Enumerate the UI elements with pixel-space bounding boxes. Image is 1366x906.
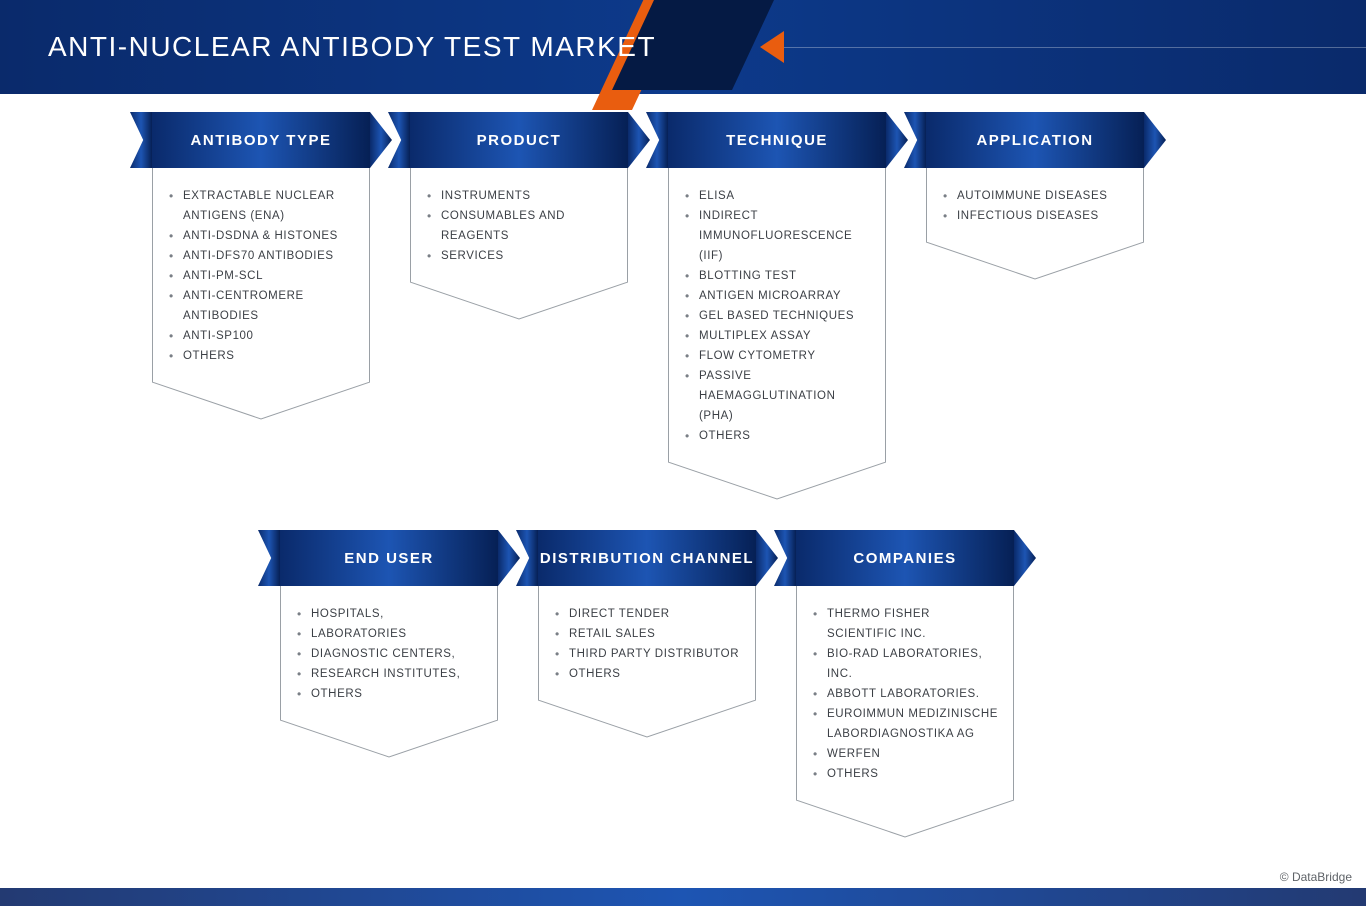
category-title: END USER [344, 550, 434, 567]
category-ribbon: TECHNIQUE [668, 112, 886, 168]
card-tail-chevron [538, 700, 756, 738]
header-line [784, 47, 1366, 48]
list-item: THERMO FISHER SCIENTIFIC INC. [811, 604, 999, 644]
card-tail-chevron [280, 720, 498, 758]
category-card: ANTIBODY TYPE EXTRACTABLE NUCLEAR ANTIGEN… [152, 112, 370, 420]
category-list: DIRECT TENDERRETAIL SALESTHIRD PARTY DIS… [553, 604, 741, 684]
list-item: WERFEN [811, 744, 999, 764]
footer-copyright: © DataBridge [1280, 870, 1352, 884]
list-item: ANTIGEN MICROARRAY [683, 286, 871, 306]
list-item: THIRD PARTY DISTRIBUTOR [553, 644, 741, 664]
list-item: PASSIVE HAEMAGGLUTINATION (PHA) [683, 366, 871, 426]
list-item: ANTI-DSDNA & HISTONES [167, 226, 355, 246]
list-item: INDIRECT IMMUNOFLUORESCENCE (IIF) [683, 206, 871, 266]
category-title: COMPANIES [853, 550, 956, 567]
category-title: DISTRIBUTION CHANNEL [540, 550, 754, 567]
list-item: RESEARCH INSTITUTES, [295, 664, 483, 684]
card-tail-chevron [796, 800, 1014, 838]
arrow-left-icon [760, 31, 784, 63]
category-body: THERMO FISHER SCIENTIFIC INC.BIO-RAD LAB… [796, 586, 1014, 800]
category-body: ELISAINDIRECT IMMUNOFLUORESCENCE (IIF)BL… [668, 168, 886, 462]
category-list: HOSPITALS,LABORATORIESDIAGNOSTIC CENTERS… [295, 604, 483, 704]
category-title: ANTIBODY TYPE [191, 132, 332, 149]
list-item: INFECTIOUS DISEASES [941, 206, 1129, 226]
row-bottom: END USER HOSPITALS,LABORATORIESDIAGNOSTIC… [280, 530, 1366, 838]
category-card: APPLICATION AUTOIMMUNE DISEASESINFECTIOUS… [926, 112, 1144, 280]
category-card: DISTRIBUTION CHANNEL DIRECT TENDERRETAIL … [538, 530, 756, 738]
category-list: AUTOIMMUNE DISEASESINFECTIOUS DISEASES [941, 186, 1129, 226]
list-item: EXTRACTABLE NUCLEAR ANTIGENS (ENA) [167, 186, 355, 226]
bottom-strip [0, 888, 1366, 906]
category-ribbon: DISTRIBUTION CHANNEL [538, 530, 756, 586]
list-item: MULTIPLEX ASSAY [683, 326, 871, 346]
list-item: AUTOIMMUNE DISEASES [941, 186, 1129, 206]
list-item: BLOTTING TEST [683, 266, 871, 286]
category-card: COMPANIES THERMO FISHER SCIENTIFIC INC.BI… [796, 530, 1014, 838]
category-list: EXTRACTABLE NUCLEAR ANTIGENS (ENA)ANTI-D… [167, 186, 355, 366]
list-item: ANTI-SP100 [167, 326, 355, 346]
category-list: THERMO FISHER SCIENTIFIC INC.BIO-RAD LAB… [811, 604, 999, 784]
list-item: EUROIMMUN MEDIZINISCHE LABORDIAGNOSTIKA … [811, 704, 999, 744]
category-ribbon: END USER [280, 530, 498, 586]
category-list: ELISAINDIRECT IMMUNOFLUORESCENCE (IIF)BL… [683, 186, 871, 446]
card-tail-chevron [668, 462, 886, 500]
category-card: PRODUCT INSTRUMENTSCONSUMABLES AND REAGEN… [410, 112, 628, 320]
list-item: BIO-RAD LABORATORIES, INC. [811, 644, 999, 684]
list-item: HOSPITALS, [295, 604, 483, 624]
list-item: RETAIL SALES [553, 624, 741, 644]
list-item: ANTI-DFS70 ANTIBODIES [167, 246, 355, 266]
card-tail-chevron [410, 282, 628, 320]
list-item: LABORATORIES [295, 624, 483, 644]
category-ribbon: ANTIBODY TYPE [152, 112, 370, 168]
list-item: OTHERS [295, 684, 483, 704]
card-tail-chevron [152, 382, 370, 420]
category-body: AUTOIMMUNE DISEASESINFECTIOUS DISEASES [926, 168, 1144, 242]
category-title: APPLICATION [976, 132, 1093, 149]
list-item: OTHERS [167, 346, 355, 366]
list-item: ANTI-PM-SCL [167, 266, 355, 286]
category-ribbon: APPLICATION [926, 112, 1144, 168]
row-top: ANTIBODY TYPE EXTRACTABLE NUCLEAR ANTIGEN… [152, 112, 1366, 500]
list-item: OTHERS [811, 764, 999, 784]
category-card: TECHNIQUE ELISAINDIRECT IMMUNOFLUORESCENC… [668, 112, 886, 500]
list-item: DIAGNOSTIC CENTERS, [295, 644, 483, 664]
list-item: OTHERS [683, 426, 871, 446]
category-title: PRODUCT [477, 132, 562, 149]
list-item: FLOW CYTOMETRY [683, 346, 871, 366]
list-item: SERVICES [425, 246, 613, 266]
category-title: TECHNIQUE [726, 132, 828, 149]
page-title: ANTI-NUCLEAR ANTIBODY TEST MARKET [48, 31, 656, 63]
card-tail-chevron [926, 242, 1144, 280]
list-item: ABBOTT LABORATORIES. [811, 684, 999, 704]
header: ANTI-NUCLEAR ANTIBODY TEST MARKET [0, 0, 1366, 94]
category-body: INSTRUMENTSCONSUMABLES AND REAGENTSSERVI… [410, 168, 628, 282]
category-body: EXTRACTABLE NUCLEAR ANTIGENS (ENA)ANTI-D… [152, 168, 370, 382]
list-item: ANTI-CENTROMERE ANTIBODIES [167, 286, 355, 326]
category-ribbon: PRODUCT [410, 112, 628, 168]
category-ribbon: COMPANIES [796, 530, 1014, 586]
category-body: HOSPITALS,LABORATORIESDIAGNOSTIC CENTERS… [280, 586, 498, 720]
list-item: CONSUMABLES AND REAGENTS [425, 206, 613, 246]
list-item: OTHERS [553, 664, 741, 684]
category-list: INSTRUMENTSCONSUMABLES AND REAGENTSSERVI… [425, 186, 613, 266]
list-item: ELISA [683, 186, 871, 206]
list-item: GEL BASED TECHNIQUES [683, 306, 871, 326]
category-card: END USER HOSPITALS,LABORATORIESDIAGNOSTIC… [280, 530, 498, 758]
category-body: DIRECT TENDERRETAIL SALESTHIRD PARTY DIS… [538, 586, 756, 700]
list-item: INSTRUMENTS [425, 186, 613, 206]
list-item: DIRECT TENDER [553, 604, 741, 624]
